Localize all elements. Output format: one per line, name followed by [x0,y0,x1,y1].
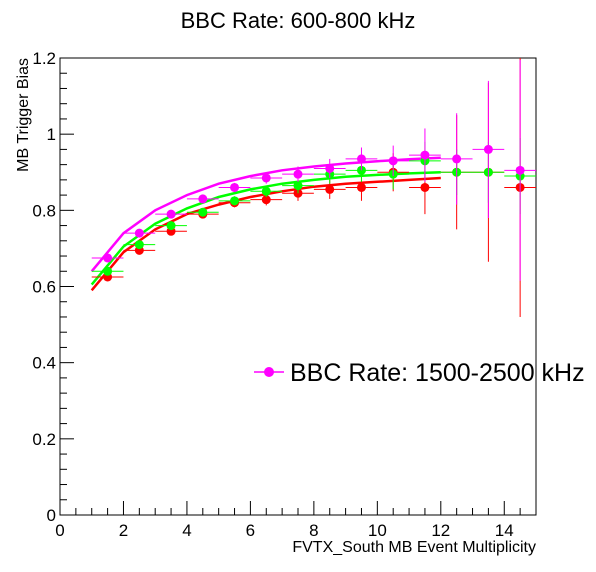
x-tick-label: 2 [119,521,128,540]
data-point [134,228,144,238]
data-point [356,154,366,164]
data-point [325,184,335,194]
data-point [420,150,430,160]
legend-marker [264,367,274,377]
legend-label: BBC Rate: 1500-2500 kHz [290,359,585,387]
y-tick-label: 0.6 [32,278,56,297]
plot-frame [59,57,537,516]
x-axis-title: FVTX_South MB Event Multiplicity [292,539,536,556]
data-point [166,221,176,231]
axis-ticks: 0 2 4 6 8 10 12 14 0 0.2 0.4 0.6 0.8 1 1.2 [32,49,537,540]
data-point [261,173,271,183]
y-tick-label: 0 [47,506,56,525]
data-point [134,240,144,250]
data-point [103,253,113,263]
x-tick-label: 12 [431,521,450,540]
x-tick-label: 0 [55,521,64,540]
y-tick-label: 0.4 [32,354,56,373]
y-tick-label: 1.2 [32,49,56,68]
y-axis-title: MB Trigger Bias [15,58,32,172]
data-point [325,163,335,173]
x-tick-label: 10 [368,521,387,540]
x-tick-label: 14 [495,521,514,540]
data-point [356,182,366,192]
data-point [166,209,176,219]
data-point [103,266,113,276]
data-point [293,181,303,191]
data-point [515,165,525,175]
legend: BBC Rate: 1500-2500 kHz [254,359,585,387]
data-point [293,169,303,179]
data-point [388,156,398,166]
data-point [230,182,240,192]
data-point [452,154,462,164]
x-tick-label: 4 [182,521,191,540]
y-tick-label: 0.2 [32,430,56,449]
y-tick-label: 0.8 [32,201,56,220]
data-point [198,207,208,217]
chart-title: BBC Rate: 600-800 kHz [181,8,416,33]
x-tick-label: 8 [309,521,318,540]
data-point [483,144,493,154]
data-point [198,194,208,204]
data-point [261,186,271,196]
data-point [261,195,271,205]
x-tick-label: 6 [246,521,255,540]
data-points [91,58,536,317]
data-point [420,182,430,192]
data-point [230,196,240,206]
y-tick-label: 1 [47,125,56,144]
